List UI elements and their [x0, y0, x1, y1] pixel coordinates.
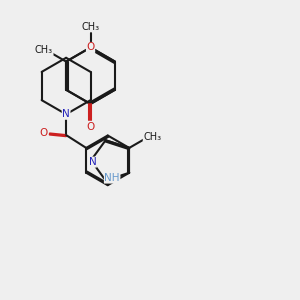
Text: NH: NH	[104, 173, 120, 183]
Text: O: O	[86, 43, 95, 52]
Text: O: O	[39, 128, 47, 138]
Text: N: N	[88, 157, 96, 167]
Text: N: N	[62, 109, 70, 119]
Text: O: O	[86, 122, 95, 132]
Text: CH₃: CH₃	[35, 45, 53, 55]
Text: CH₃: CH₃	[82, 22, 100, 32]
Text: CH₃: CH₃	[143, 132, 161, 142]
